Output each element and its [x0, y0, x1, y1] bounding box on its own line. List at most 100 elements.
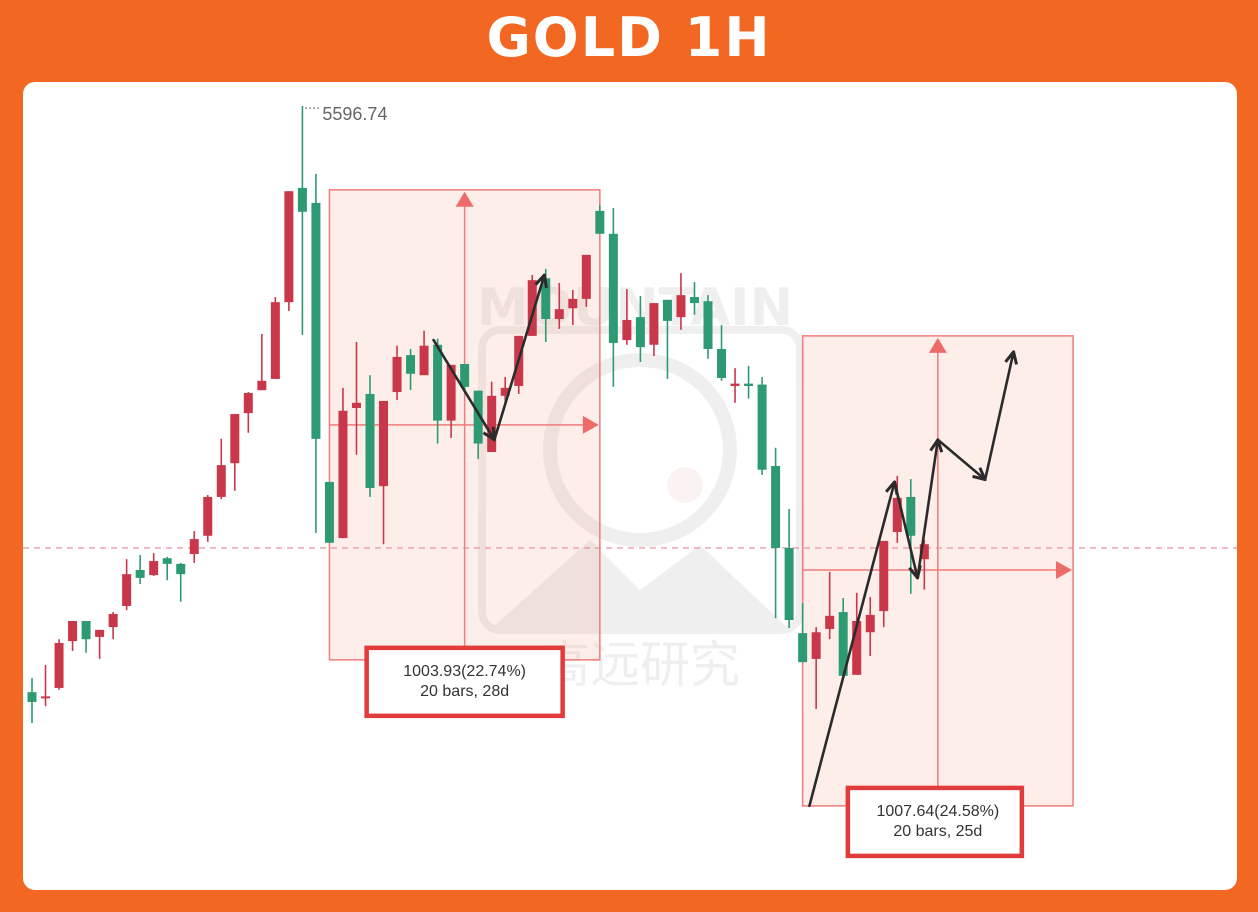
candle — [446, 364, 456, 438]
range-label-value: 1007.64(24.58%) — [876, 803, 999, 820]
arrow-shaft — [983, 350, 1015, 481]
candle-body — [649, 303, 659, 345]
candle — [176, 562, 186, 602]
candle-body — [717, 348, 727, 379]
candle-body — [257, 380, 267, 391]
candle — [784, 509, 794, 629]
candle-body — [784, 547, 794, 621]
candle-body — [54, 642, 64, 688]
candle-body — [622, 319, 632, 341]
candle — [514, 335, 524, 394]
candle-body — [568, 298, 578, 309]
candle — [95, 629, 105, 659]
candle — [906, 479, 916, 594]
candle — [581, 254, 591, 307]
candle — [419, 330, 429, 376]
candle — [392, 345, 402, 401]
candle-body — [798, 633, 808, 663]
candle — [270, 297, 280, 379]
range-label-duration: 20 bars, 25d — [893, 823, 982, 840]
candle — [689, 282, 699, 315]
drawn-arrow — [493, 273, 548, 442]
candle — [892, 475, 902, 543]
candle — [338, 387, 348, 539]
candle — [838, 598, 848, 676]
arrow-shaft — [893, 480, 919, 580]
candle-body — [608, 233, 618, 343]
candle-body — [703, 301, 713, 349]
candle — [41, 664, 51, 707]
range-right-arrow-icon — [582, 415, 599, 434]
candle-body — [757, 384, 767, 470]
candle-body — [216, 465, 226, 497]
candle-body — [379, 400, 389, 487]
candle-body — [135, 569, 145, 578]
candle — [433, 338, 443, 444]
candle-body — [527, 280, 537, 336]
candle — [676, 273, 686, 330]
candle-body — [406, 355, 416, 374]
range-up-arrow-icon — [455, 191, 474, 207]
candle — [284, 191, 294, 312]
candle — [487, 381, 497, 452]
candle — [230, 414, 240, 491]
candle-body — [122, 574, 132, 606]
candle — [919, 539, 929, 590]
candle — [662, 299, 672, 379]
candle — [554, 282, 564, 329]
candle — [649, 303, 659, 356]
candle-body — [95, 629, 105, 637]
candle — [54, 639, 64, 690]
candle-body — [906, 496, 916, 536]
candle — [162, 556, 172, 581]
range-label-duration: 20 bars, 28d — [420, 683, 509, 700]
candle — [297, 106, 307, 335]
arrow-shaft — [936, 438, 987, 481]
candle — [27, 678, 37, 724]
candle — [81, 620, 91, 653]
candle — [406, 348, 416, 391]
candle-body — [230, 414, 240, 464]
candle — [757, 377, 767, 475]
candle-body — [419, 345, 429, 376]
high-price-label: 5596.74 — [322, 104, 387, 124]
candle-body — [297, 187, 307, 212]
candle — [460, 363, 470, 391]
candle-body — [176, 563, 186, 575]
range-up-arrow-icon — [928, 337, 947, 353]
candle-body — [744, 383, 754, 386]
candle — [730, 368, 740, 403]
candle-body — [581, 254, 591, 299]
candle-body — [879, 540, 889, 612]
candle-body — [243, 392, 253, 414]
candle — [865, 597, 875, 657]
range-label-value: 1003.93(22.74%) — [403, 663, 526, 680]
candle — [311, 173, 321, 533]
candle — [744, 365, 754, 399]
candle — [189, 531, 199, 563]
drawn-arrow — [983, 350, 1018, 481]
candle-body — [730, 383, 740, 386]
candle — [257, 333, 267, 391]
candle — [703, 295, 713, 359]
candle-body — [852, 620, 862, 675]
candle-body — [771, 466, 781, 548]
candle — [122, 559, 132, 611]
candle — [811, 627, 821, 709]
candle — [527, 275, 537, 336]
candle-body — [825, 615, 835, 629]
price-range-1 — [328, 189, 601, 661]
candle — [473, 390, 483, 459]
candle-body — [541, 278, 551, 320]
candle-body — [68, 620, 78, 642]
candle — [879, 540, 889, 628]
candle-body — [351, 402, 361, 408]
candle — [825, 571, 835, 640]
arrowhead-icon — [534, 273, 548, 289]
candle — [68, 620, 78, 651]
candle — [798, 603, 808, 663]
arrow-shaft — [916, 438, 940, 580]
candle — [216, 438, 226, 500]
candle-body — [487, 395, 497, 452]
arrow-shaft — [808, 480, 896, 808]
